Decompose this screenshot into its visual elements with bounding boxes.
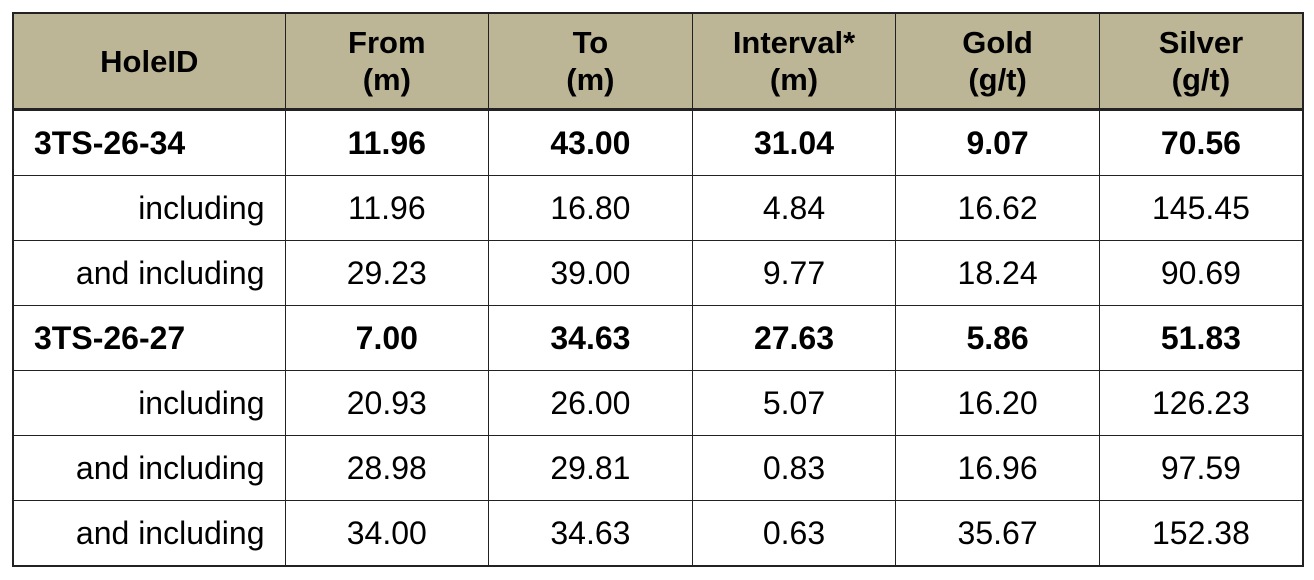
value-cell: 18.24 — [895, 240, 1100, 306]
value-cell: 34.63 — [488, 500, 693, 567]
header-cell: HoleID — [12, 12, 286, 111]
value-cell: 9.07 — [895, 109, 1100, 176]
header-cell: Interval* (m) — [691, 12, 897, 111]
row-label: 3TS-26-27 — [12, 305, 286, 371]
header-text: From — [348, 25, 426, 60]
hole-row: 3TS-26-34 11.96 43.00 31.04 9.07 70.56 — [12, 109, 1304, 176]
value-cell: 9.77 — [691, 240, 897, 306]
header-cell: Gold (g/t) — [895, 12, 1100, 111]
value-cell: 145.45 — [1098, 175, 1304, 241]
value-cell: 4.84 — [691, 175, 897, 241]
value-cell: 16.20 — [895, 370, 1100, 436]
sub-row: including 11.96 16.80 4.84 16.62 145.45 — [12, 175, 1304, 241]
row-label: and including — [12, 435, 286, 501]
header-text: (m) — [769, 62, 819, 97]
value-cell: 31.04 — [691, 109, 897, 176]
value-cell: 34.63 — [488, 305, 693, 371]
value-cell: 28.98 — [284, 435, 490, 501]
value-cell: 34.00 — [284, 500, 490, 567]
value-cell: 16.62 — [895, 175, 1100, 241]
row-label: 3TS-26-34 — [12, 109, 286, 176]
value-cell: 20.93 — [284, 370, 490, 436]
hole-row: 3TS-26-27 7.00 34.63 27.63 5.86 51.83 — [12, 305, 1304, 371]
value-cell: 11.96 — [284, 175, 490, 241]
header-cell: To (m) — [488, 12, 693, 111]
sub-row: and including 28.98 29.81 0.83 16.96 97.59 — [12, 435, 1304, 501]
value-cell: 16.80 — [488, 175, 693, 241]
value-cell: 0.63 — [691, 500, 897, 567]
row-label: and including — [12, 500, 286, 567]
value-cell: 35.67 — [895, 500, 1100, 567]
value-cell: 29.81 — [488, 435, 693, 501]
value-cell: 5.86 — [895, 305, 1100, 371]
sub-row: including 20.93 26.00 5.07 16.20 126.23 — [12, 370, 1304, 436]
sub-row: and including 34.00 34.63 0.63 35.67 152.38 — [12, 500, 1304, 567]
value-cell: 7.00 — [284, 305, 490, 371]
row-label: and including — [12, 240, 286, 306]
value-cell: 16.96 — [895, 435, 1100, 501]
header-text: (g/t) — [1171, 62, 1231, 97]
row-label: including — [12, 370, 286, 436]
value-cell: 27.63 — [691, 305, 897, 371]
value-cell: 90.69 — [1098, 240, 1304, 306]
value-cell: 11.96 — [284, 109, 490, 176]
header-text: Interval* — [732, 25, 856, 60]
header-text: HoleID — [100, 43, 199, 79]
value-cell: 39.00 — [488, 240, 693, 306]
value-cell: 152.38 — [1098, 500, 1304, 567]
header-cell: From (m) — [284, 12, 490, 111]
value-cell: 51.83 — [1098, 305, 1304, 371]
header-text: (m) — [566, 62, 615, 97]
header-text: (m) — [362, 62, 411, 97]
header-text: Gold — [962, 25, 1033, 60]
value-cell: 26.00 — [488, 370, 693, 436]
sub-row: and including 29.23 39.00 9.77 18.24 90.69 — [12, 240, 1304, 306]
value-cell: 43.00 — [488, 109, 693, 176]
header-text: Silver — [1158, 25, 1244, 60]
row-label: including — [12, 175, 286, 241]
header-text: (g/t) — [968, 62, 1027, 97]
value-cell: 126.23 — [1098, 370, 1304, 436]
header-row: HoleID From (m) To (m) Interval* (m) Gold (g/t) S… — [12, 12, 1304, 111]
table-body: 3TS-26-34 11.96 43.00 31.04 9.07 70.56 includi… — [12, 109, 1304, 567]
value-cell: 0.83 — [691, 435, 897, 501]
assay-table: HoleID From (m) To (m) Interval* (m) Gold (g/t) S… — [12, 12, 1304, 567]
header-cell: Silver (g/t) — [1098, 12, 1304, 111]
value-cell: 97.59 — [1098, 435, 1304, 501]
value-cell: 29.23 — [284, 240, 490, 306]
value-cell: 5.07 — [691, 370, 897, 436]
header-text: To — [572, 25, 609, 60]
value-cell: 70.56 — [1098, 109, 1304, 176]
